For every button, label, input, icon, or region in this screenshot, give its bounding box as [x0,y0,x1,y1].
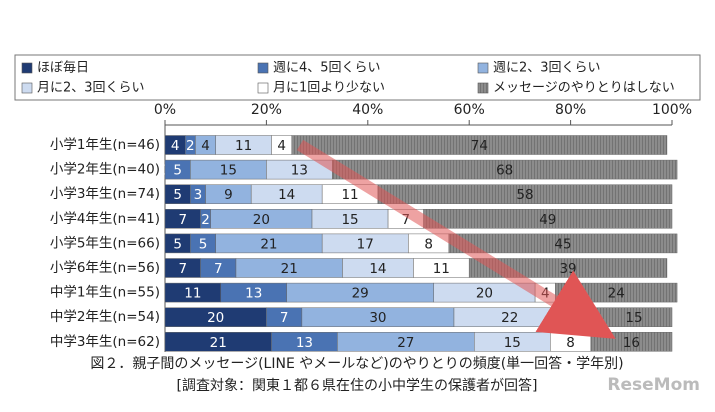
data-label: 7 [214,261,223,277]
legend-label: 月に2、3回くらい [37,81,145,96]
legend-swatch [477,62,489,74]
data-label: 20 [207,310,224,326]
data-label: 4 [277,138,286,154]
category-label: 小学3年生(n=74) [50,186,160,202]
data-label: 20 [476,286,493,302]
data-label: 45 [554,236,571,252]
data-label: 5 [173,163,182,179]
data-label: 21 [260,236,277,252]
x-tick-label: 80% [555,102,586,118]
legend-swatch [257,62,269,74]
data-label: 5 [173,236,182,252]
data-label: 11 [433,261,450,277]
data-label: 13 [245,286,262,302]
data-label: 27 [397,335,414,351]
watermark: ReseMom [607,375,700,395]
data-label: 4 [171,138,180,154]
data-label: 14 [278,187,295,203]
x-tick-label: 0% [154,102,176,118]
category-label: 小学6年生(n=56) [50,260,160,276]
data-label: 30 [369,310,386,326]
data-label: 15 [341,212,358,228]
data-label: 39 [559,261,576,277]
data-label: 14 [369,261,386,277]
data-label: 21 [210,335,227,351]
data-label: 2 [201,212,210,228]
legend-swatch [21,82,33,94]
data-label: 11 [184,286,201,302]
data-label: 7 [402,212,411,228]
data-label: 74 [471,138,488,154]
category-label: 中学3年生(n=62) [50,334,160,350]
category-label: 小学1年生(n=46) [50,137,160,153]
data-label: 11 [341,187,358,203]
x-tick-label: 20% [251,102,282,118]
data-label: 20 [253,212,270,228]
data-label: 58 [516,187,533,203]
bar-segment [291,135,668,155]
caption: 図２．親子間のメッセージ(LINE やメールなど)のやりとりの頻度(単一回答・学… [90,355,623,372]
data-label: 8 [566,335,575,351]
data-label: 17 [357,236,374,252]
data-label: 7 [280,310,289,326]
data-label: 29 [352,286,369,302]
data-label: 3 [194,187,203,203]
legend-swatch [257,82,269,94]
legend-box [14,54,701,101]
data-label: 15 [220,163,237,179]
x-tick-label: 40% [352,102,383,118]
category-label: 小学2年生(n=40) [50,162,160,178]
data-label: 7 [178,212,187,228]
data-label: 5 [173,187,182,203]
data-label: 15 [504,335,521,351]
data-label: 16 [623,335,640,351]
legend-label: 週に4、5回くらい [273,61,381,76]
legend-swatch [21,62,33,74]
trend-arrow [296,139,616,339]
legend-label: 月に1回より少ない [273,81,385,96]
category-label: 中学2年生(n=54) [50,309,160,325]
data-label: 24 [608,286,625,302]
data-label: 49 [539,212,556,228]
data-label: 13 [291,163,308,179]
data-label: 4 [201,138,210,154]
data-label: 8 [424,236,433,252]
legend-swatch [477,82,489,94]
legend-label: ほぼ毎日 [37,60,89,76]
legend-label: 週に2、3回くらい [493,61,601,76]
data-label: 13 [296,335,313,351]
category-label: 小学4年生(n=41) [50,211,160,227]
category-label: 中学1年生(n=55) [50,285,160,301]
data-label: 5 [199,236,208,252]
x-tick-label: 100% [652,102,692,118]
note: [調査対象：関東１都６県在住の小中学生の保護者が回答] [177,377,538,394]
x-tick-label: 60% [454,102,485,118]
data-label: 2 [186,138,195,154]
category-label: 小学5年生(n=66) [50,235,160,251]
data-label: 21 [281,261,298,277]
data-label: 68 [496,163,513,179]
data-label: 9 [224,187,233,203]
data-label: 22 [501,310,518,326]
data-label: 7 [178,261,187,277]
legend-label: メッセージのやりとりはしない [493,81,675,96]
data-label: 11 [235,138,252,154]
data-label: 15 [625,310,642,326]
